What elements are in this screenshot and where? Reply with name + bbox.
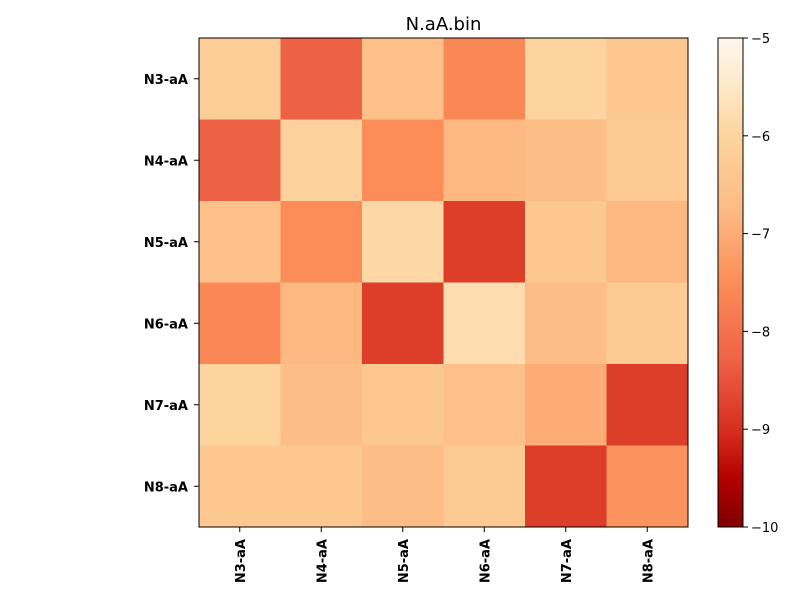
heatmap-cell: [362, 364, 444, 446]
heatmap-cell: [280, 445, 363, 528]
heatmap-cell: [280, 201, 363, 283]
y-tick-label: N6-aA: [144, 317, 188, 332]
y-tick-label: N5-aA: [144, 236, 188, 251]
heatmap-cell: [362, 445, 444, 528]
x-tick-label: N3-aA: [234, 539, 249, 583]
heatmap-cell: [199, 364, 281, 446]
heatmap-cell: [606, 445, 689, 528]
chart-title: N.aA.bin: [406, 14, 482, 35]
colorbar-tick-label: −9: [751, 423, 770, 438]
colorbar: [717, 37, 744, 528]
plot-frame: [198, 37, 689, 528]
y-tick-label: N3-aA: [144, 73, 188, 88]
heatmap-cell: [280, 119, 363, 202]
heatmap-cell: [443, 119, 526, 202]
heatmap-cell: [525, 364, 607, 446]
heatmap-cell: [199, 201, 281, 283]
x-tick-label: N5-aA: [397, 539, 412, 583]
heatmap-cell: [525, 445, 607, 528]
heatmap-cell: [362, 282, 444, 365]
heatmap-cell: [199, 282, 281, 365]
heatmap-cell: [606, 38, 689, 120]
colorbar-tick-label: −10: [751, 521, 778, 536]
heatmap-cell: [525, 282, 607, 365]
heatmap-cell: [443, 364, 526, 446]
heatmap-cell: [443, 282, 526, 365]
heatmap-cell: [443, 445, 526, 528]
heatmap-cell: [280, 282, 363, 365]
x-tick-label: N6-aA: [478, 539, 493, 583]
heatmap-cell: [606, 282, 689, 365]
x-axis: N3-aA N4-aA N5-aA N6-aA N7-aA N8-aA: [234, 527, 656, 583]
y-tick-label: N4-aA: [144, 154, 188, 169]
heatmap-cells: [199, 38, 689, 528]
colorbar-tick-label: −7: [751, 228, 770, 243]
heatmap-cell: [280, 364, 363, 446]
colorbar-tick-label: −8: [751, 325, 770, 340]
heatmap-cell: [525, 119, 607, 202]
heatmap-cell: [606, 119, 689, 202]
y-tick-label: N8-aA: [144, 480, 188, 495]
heatmap-cell: [606, 364, 689, 446]
colorbar-tick-label: −5: [751, 32, 770, 47]
heatmap-cell: [525, 201, 607, 283]
heatmap-cell: [280, 38, 363, 120]
y-axis: N3-aA N4-aA N5-aA N6-aA N7-aA N8-aA: [144, 73, 199, 495]
heatmap-cell: [362, 38, 444, 120]
heatmap-cell: [525, 38, 607, 120]
heatmap-cell: [606, 201, 689, 283]
heatmap-cell: [443, 38, 526, 120]
x-tick-label: N4-aA: [315, 539, 330, 583]
heatmap-cell: [199, 38, 281, 120]
x-tick-label: N8-aA: [641, 539, 656, 583]
x-tick-label: N7-aA: [560, 539, 575, 583]
colorbar-tick-label: −6: [751, 130, 770, 145]
heatmap-cell: [362, 201, 444, 283]
colorbar-ticks: −5 −6 −7 −8 −9 −10: [743, 32, 778, 536]
heatmap-cell: [362, 119, 444, 202]
heatmap-cell: [199, 119, 281, 202]
heatmap-cell: [199, 445, 281, 528]
y-tick-label: N7-aA: [144, 399, 188, 414]
heatmap-cell: [443, 201, 526, 283]
